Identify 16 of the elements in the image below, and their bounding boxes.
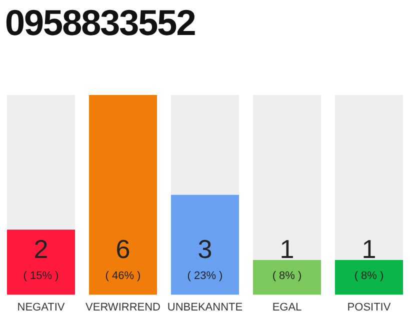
annotation: 1 [362, 234, 376, 264]
annotation: 1 [280, 234, 294, 264]
data-label: ( 23% ) [187, 270, 223, 282]
x-tick-label: VERWIRREND [86, 301, 161, 314]
data-label: ( 15% ) [23, 270, 59, 282]
data-label: ( 8% ) [272, 270, 302, 282]
data-label: ( 8% ) [354, 270, 384, 282]
x-tick-label: NEGATIV [17, 301, 66, 314]
annotation: 6 [116, 234, 130, 264]
x-tick-label: UNBEKANNTE [167, 301, 243, 314]
annotation: 2 [34, 234, 48, 264]
chart-title: 0958833552 [5, 2, 196, 44]
data-label: ( 46% ) [105, 270, 141, 282]
x-tick-label: POSITIV [347, 301, 392, 314]
x-tick-label: EGAL [272, 301, 302, 314]
annotation: 3 [198, 234, 212, 264]
